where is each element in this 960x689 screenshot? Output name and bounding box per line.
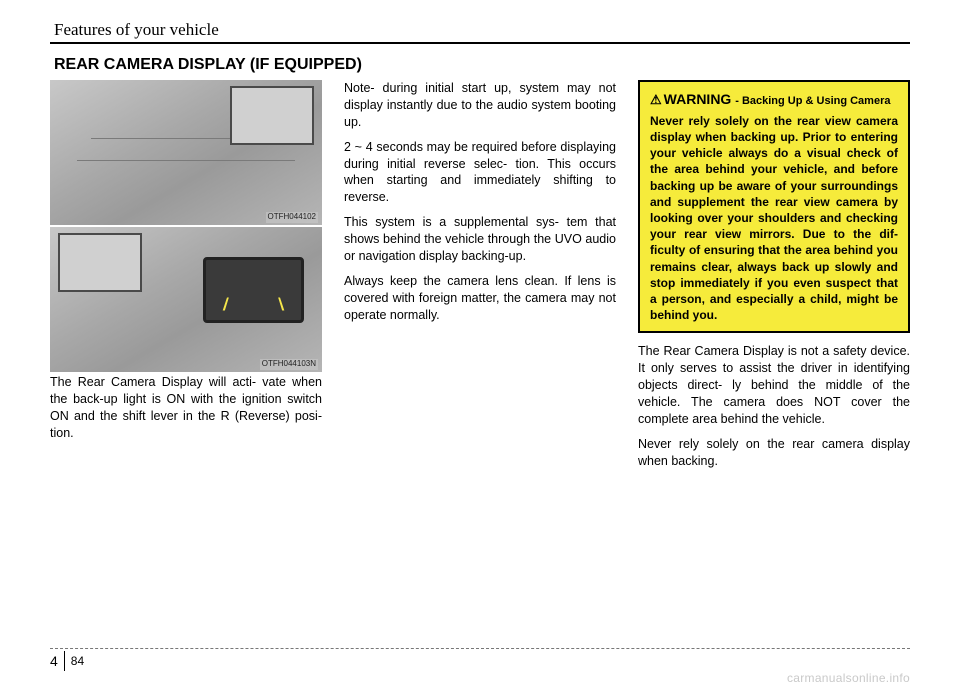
manual-page: Features of your vehicle REAR CAMERA DIS… bbox=[0, 0, 960, 689]
divider-line bbox=[64, 651, 65, 671]
column-1: OTFH044102 OTFH044103N The Rear Camera D… bbox=[50, 80, 322, 477]
page-footer: 4 84 bbox=[50, 648, 910, 671]
column-2: Note- during initial start up, system ma… bbox=[344, 80, 616, 477]
body-text: Never rely solely on the rear camera dis… bbox=[638, 436, 910, 470]
warning-box: ⚠WARNING - Backing Up & Using Camera Nev… bbox=[638, 80, 910, 333]
footer-rule bbox=[50, 648, 910, 649]
warning-subtitle: - Backing Up & Using Camera bbox=[735, 95, 890, 107]
warning-title: ⚠WARNING - Backing Up & Using Camera bbox=[650, 90, 898, 109]
body-text: Note- during initial start up, system ma… bbox=[344, 80, 616, 131]
column-3: ⚠WARNING - Backing Up & Using Camera Nev… bbox=[638, 80, 910, 477]
figure-inset-icon bbox=[58, 233, 142, 292]
figure-bottom: OTFH044103N bbox=[50, 227, 322, 372]
body-text: 2 ~ 4 seconds may be required before dis… bbox=[344, 139, 616, 207]
figure-inset-icon bbox=[230, 86, 314, 145]
warning-title-text: WARNING bbox=[664, 91, 732, 107]
figure-code-top: OTFH044102 bbox=[266, 212, 318, 223]
figure-top: OTFH044102 bbox=[50, 80, 322, 225]
warning-triangle-icon: ⚠ bbox=[650, 92, 662, 107]
page-number: 84 bbox=[71, 654, 84, 668]
section-number: 4 bbox=[50, 653, 58, 669]
body-text: Always keep the camera lens clean. If le… bbox=[344, 273, 616, 324]
body-text: This system is a supplemental sys- tem t… bbox=[344, 214, 616, 265]
watermark-text: carmanualsonline.info bbox=[787, 671, 910, 685]
warning-body: Never rely solely on the rear view camer… bbox=[650, 113, 898, 323]
section-heading: REAR CAMERA DISPLAY (IF EQUIPPED) bbox=[50, 56, 910, 74]
content-columns: OTFH044102 OTFH044103N The Rear Camera D… bbox=[50, 80, 910, 477]
chapter-title: Features of your vehicle bbox=[50, 20, 910, 40]
body-text: The Rear Camera Display is not a safety … bbox=[638, 343, 910, 427]
body-text: The Rear Camera Display will acti- vate … bbox=[50, 374, 322, 442]
title-rule bbox=[50, 42, 910, 44]
page-number-block: 4 84 bbox=[50, 651, 910, 671]
figure-code-bottom: OTFH044103N bbox=[260, 359, 318, 370]
nav-screen-icon bbox=[203, 257, 304, 323]
